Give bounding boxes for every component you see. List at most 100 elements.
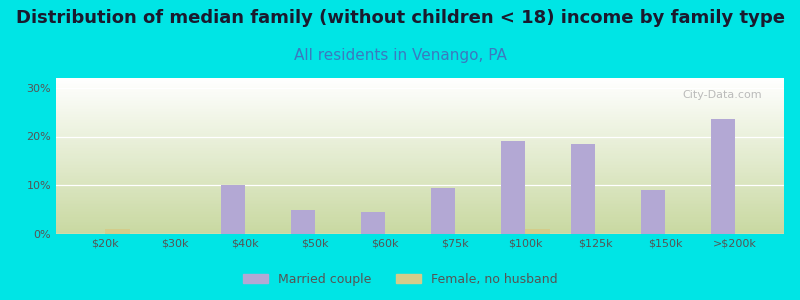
Bar xyxy=(56,139,784,140)
Legend: Married couple, Female, no husband: Married couple, Female, no husband xyxy=(238,268,562,291)
Bar xyxy=(56,221,784,223)
Bar xyxy=(105,229,130,234)
Bar xyxy=(56,158,784,159)
Bar xyxy=(56,142,784,143)
Bar xyxy=(56,209,784,211)
Bar xyxy=(56,133,784,134)
Bar xyxy=(56,212,784,214)
Bar xyxy=(56,165,784,167)
Bar xyxy=(56,156,784,158)
Bar xyxy=(56,131,784,133)
Bar xyxy=(56,78,784,80)
Bar xyxy=(56,125,784,126)
Bar xyxy=(56,92,784,94)
Bar xyxy=(56,214,784,215)
Bar xyxy=(56,161,784,162)
Bar xyxy=(641,190,665,234)
Bar xyxy=(56,190,784,192)
Bar xyxy=(56,187,784,189)
Bar xyxy=(56,232,784,234)
Bar xyxy=(56,164,784,165)
Bar xyxy=(56,116,784,117)
Bar xyxy=(56,114,784,116)
Bar xyxy=(56,91,784,92)
Bar xyxy=(56,103,784,104)
Bar xyxy=(56,147,784,148)
Bar xyxy=(56,109,784,111)
Text: City-Data.com: City-Data.com xyxy=(682,91,762,100)
Bar xyxy=(56,173,784,175)
Bar xyxy=(56,220,784,221)
Bar xyxy=(710,119,735,234)
Bar xyxy=(56,84,784,86)
Bar xyxy=(56,97,784,98)
Bar xyxy=(56,143,784,145)
Bar xyxy=(56,167,784,169)
Bar xyxy=(56,136,784,137)
Bar xyxy=(56,120,784,122)
Bar xyxy=(56,104,784,106)
Bar xyxy=(56,112,784,114)
Bar xyxy=(56,208,784,209)
Bar xyxy=(56,130,784,131)
Bar xyxy=(56,126,784,128)
Bar xyxy=(56,145,784,147)
Bar xyxy=(56,170,784,172)
Bar xyxy=(56,201,784,203)
Bar xyxy=(56,186,784,187)
Bar xyxy=(56,229,784,231)
Bar xyxy=(56,182,784,184)
Bar xyxy=(56,140,784,142)
Bar xyxy=(56,106,784,108)
Bar xyxy=(56,94,784,95)
Bar xyxy=(56,184,784,186)
Bar xyxy=(56,83,784,84)
Bar xyxy=(56,117,784,118)
Bar xyxy=(56,225,784,226)
Bar xyxy=(56,81,784,83)
Bar xyxy=(56,196,784,198)
Bar xyxy=(56,89,784,91)
Bar xyxy=(56,206,784,208)
Bar xyxy=(56,175,784,176)
Bar xyxy=(56,137,784,139)
Text: All residents in Venango, PA: All residents in Venango, PA xyxy=(294,48,506,63)
Bar xyxy=(56,150,784,151)
Bar xyxy=(56,189,784,190)
Bar xyxy=(56,151,784,153)
Bar xyxy=(56,111,784,112)
Bar xyxy=(56,204,784,206)
Bar xyxy=(361,212,385,234)
Text: Distribution of median family (without children < 18) income by family type: Distribution of median family (without c… xyxy=(15,9,785,27)
Bar xyxy=(56,181,784,182)
Bar xyxy=(56,98,784,100)
Bar xyxy=(56,123,784,125)
Bar xyxy=(56,203,784,204)
Bar xyxy=(501,141,525,234)
Bar xyxy=(221,185,245,234)
Bar xyxy=(56,172,784,173)
Bar xyxy=(56,223,784,225)
Bar xyxy=(570,144,595,234)
Bar xyxy=(56,215,784,217)
Bar xyxy=(56,148,784,150)
Bar xyxy=(56,231,784,232)
Bar xyxy=(56,100,784,101)
Bar xyxy=(56,200,784,201)
Bar xyxy=(56,153,784,154)
Bar xyxy=(56,128,784,130)
Bar xyxy=(56,118,784,120)
Bar xyxy=(56,179,784,181)
Bar xyxy=(56,159,784,161)
Bar xyxy=(56,154,784,156)
Bar xyxy=(56,217,784,218)
Bar xyxy=(56,101,784,103)
Bar xyxy=(56,95,784,97)
Bar xyxy=(56,178,784,179)
Bar xyxy=(430,188,455,234)
Bar xyxy=(56,87,784,89)
Bar xyxy=(56,198,784,200)
Bar xyxy=(56,194,784,195)
Bar xyxy=(56,134,784,136)
Bar xyxy=(525,229,550,234)
